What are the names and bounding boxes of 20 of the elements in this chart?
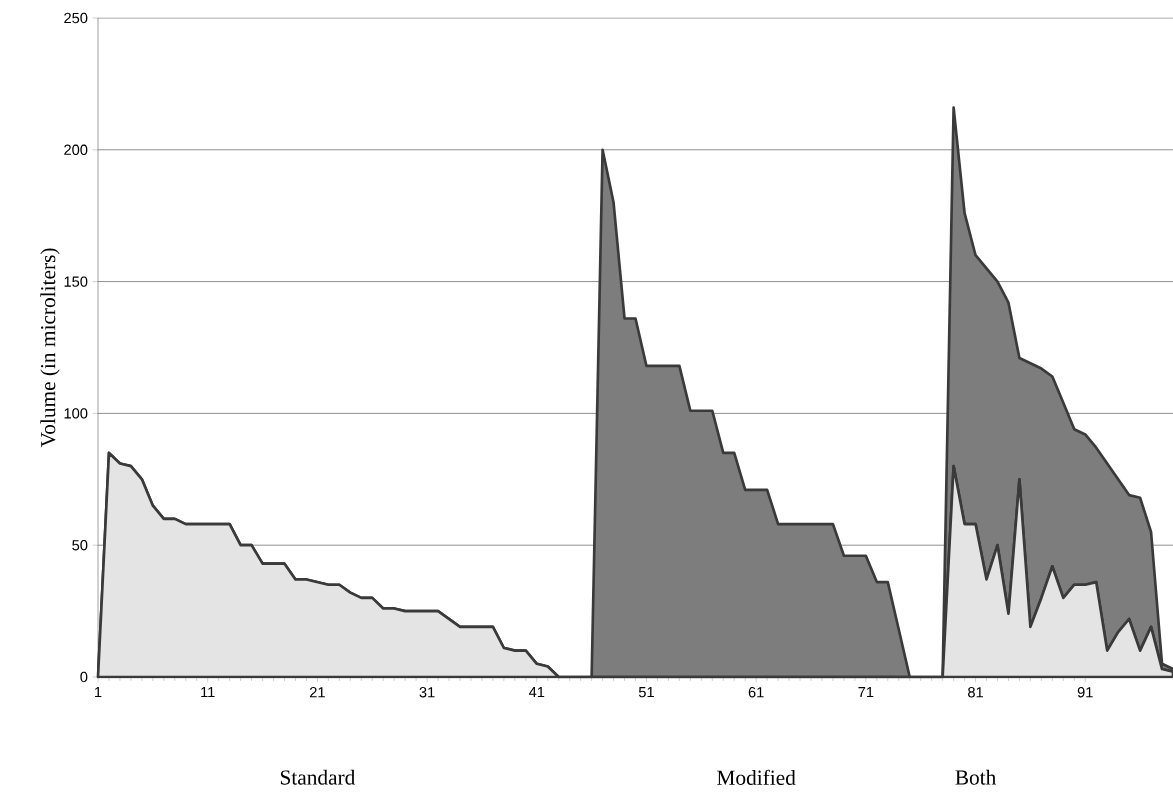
x-tick-label: 1	[95, 687, 102, 698]
text: Standard	[280, 769, 356, 785]
text: Both	[955, 769, 997, 785]
y-tick-label: 250	[64, 12, 88, 24]
y-tick-label: 50	[72, 540, 88, 551]
x-tick-label: 11	[201, 687, 215, 698]
x-tick-label: 21	[309, 687, 325, 698]
x-tick-label: 41	[528, 687, 545, 698]
y-tick-label: 150	[64, 276, 88, 287]
x-tick-label: 91	[1077, 687, 1093, 698]
text: Modified	[717, 769, 796, 785]
x-tick-label: 31	[419, 687, 435, 698]
y-tick-label: 200	[64, 144, 88, 155]
y-tick-label: 100	[64, 408, 88, 419]
x-tick-label: 71	[858, 687, 874, 698]
y-tick-label: 0	[80, 671, 88, 683]
y-axis-title: Volume (in microliters)	[40, 248, 60, 448]
x-tick-label: 81	[968, 687, 983, 698]
x-tick-label: 51	[638, 687, 654, 698]
x-tick-label: 61	[748, 687, 764, 698]
